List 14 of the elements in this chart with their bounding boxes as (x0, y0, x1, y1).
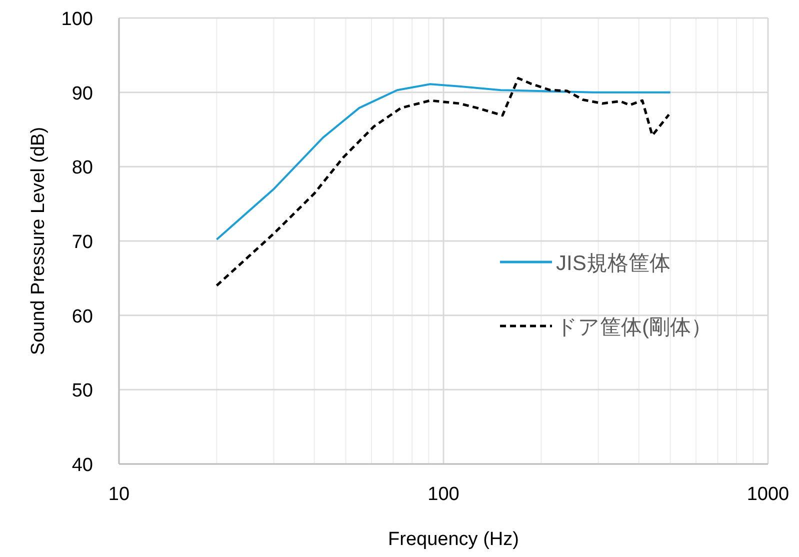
y-tick-label: 90 (72, 83, 93, 104)
legend-label: ドア筐体(剛体） (556, 316, 712, 339)
x-tick-label: 100 (428, 484, 460, 505)
x-axis-title: Frequency (Hz) (388, 529, 519, 550)
y-tick-label: 40 (72, 455, 93, 476)
y-tick-label: 50 (72, 380, 93, 402)
y-tick-label: 100 (61, 9, 93, 30)
y-tick-label: 80 (72, 158, 93, 179)
y-tick-label: 60 (72, 306, 93, 328)
y-axis-title: Sound Pressure Level (dB) (28, 126, 49, 356)
x-tick-label: 1000 (746, 484, 790, 505)
y-tick-label: 70 (72, 232, 93, 253)
legend-label: JIS規格筐体 (556, 252, 670, 275)
x-tick-label: 10 (108, 484, 130, 505)
